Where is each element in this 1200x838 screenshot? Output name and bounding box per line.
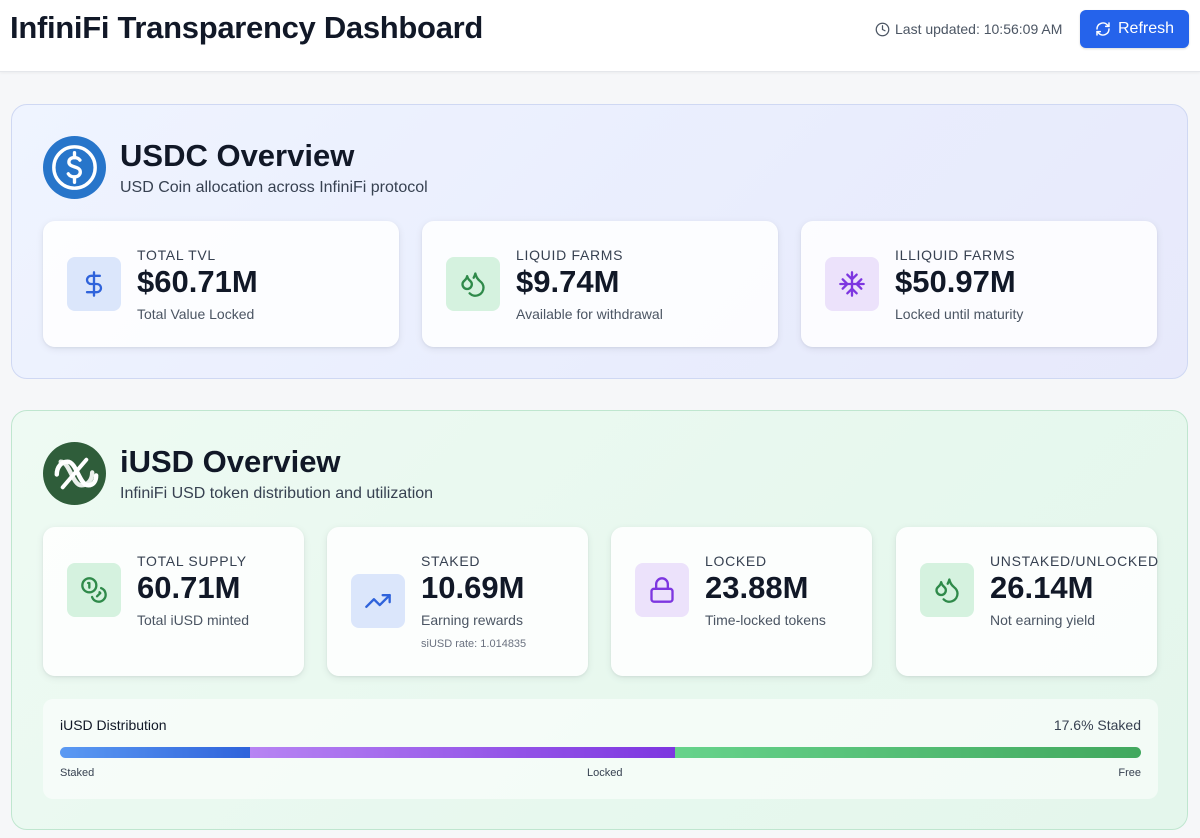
card-subtext: Locked until maturity — [895, 306, 1024, 322]
card-value: $60.71M — [137, 264, 258, 299]
dollar-icon — [67, 257, 121, 311]
iusd-title: iUSD Overview — [120, 444, 341, 479]
distribution-bar — [60, 747, 1141, 758]
last-updated: Last updated: 10:56:09 AM — [875, 20, 1062, 38]
iusd-subtitle: InfiniFi USD token distribution and util… — [120, 485, 434, 502]
iusd-logo — [43, 442, 106, 505]
card-label: LIQUID FARMS — [516, 247, 624, 263]
usdc-title: USDC Overview — [120, 138, 355, 173]
card-subtext: Total Value Locked — [137, 306, 255, 322]
card-value: 10.69M — [421, 570, 525, 605]
refresh-button[interactable]: Refresh — [1080, 10, 1189, 48]
free-segment — [675, 747, 1141, 758]
unstaked-unlocked-card: UNSTAKED/UNLOCKED 26.14M Not earning yie… — [896, 527, 1159, 676]
lock-icon — [635, 563, 689, 617]
card-value: $50.97M — [895, 264, 1016, 299]
card-label: TOTAL SUPPLY — [137, 553, 247, 569]
card-value: $9.74M — [516, 264, 620, 299]
clock-icon — [875, 22, 890, 37]
refresh-label: Refresh — [1117, 20, 1175, 37]
distribution-title: iUSD Distribution — [60, 717, 167, 733]
card-subtext: Total iUSD minted — [137, 612, 250, 628]
last-updated-text: Last updated: 10:56:09 AM — [895, 21, 1063, 37]
total-tvl-card: TOTAL TVL $60.71M Total Value Locked — [43, 221, 399, 347]
card-subtext: Available for withdrawal — [516, 306, 663, 322]
siusd-rate: siUSD rate: 1.014835 — [421, 638, 527, 650]
top-bar: InfiniFi Transparency Dashboard Last upd… — [0, 0, 1200, 72]
staked-segment — [60, 747, 251, 758]
staked-percentage: 17.6% Staked — [1053, 717, 1141, 733]
locked-segment — [250, 747, 676, 758]
snowflake-icon — [825, 257, 879, 311]
card-subtext: Not earning yield — [990, 612, 1096, 628]
card-subtext: Time-locked tokens — [705, 612, 826, 628]
iusd-overview-section: iUSD Overview InfiniFi USD token distrib… — [11, 410, 1188, 830]
page-title: InfiniFi Transparency Dashboard — [10, 10, 484, 45]
trending-up-icon — [351, 574, 405, 628]
card-label: STAKED — [421, 553, 481, 569]
usdc-logo — [43, 136, 106, 199]
droplets-icon — [920, 563, 974, 617]
locked-label: Locked — [587, 767, 623, 779]
free-label: Free — [1118, 767, 1141, 779]
usdc-overview-section: USDC Overview USD Coin allocation across… — [11, 104, 1188, 379]
liquid-farms-card: LIQUID FARMS $9.74M Available for withdr… — [422, 221, 778, 347]
card-label: LOCKED — [705, 553, 767, 569]
card-label: ILLIQUID FARMS — [895, 247, 1016, 263]
usdc-subtitle: USD Coin allocation across InfiniFi prot… — [120, 179, 428, 196]
card-label: UNSTAKED/UNLOCKED — [990, 553, 1159, 569]
card-value: 26.14M — [990, 570, 1094, 605]
staked-label: Staked — [60, 767, 95, 779]
droplets-icon — [446, 257, 500, 311]
card-value: 60.71M — [137, 570, 241, 605]
total-supply-card: TOTAL SUPPLY 60.71M Total iUSD minted — [43, 527, 304, 676]
illiquid-farms-card: ILLIQUID FARMS $50.97M Locked until matu… — [801, 221, 1157, 347]
card-subtext: Earning rewards — [421, 612, 523, 628]
coins-icon — [67, 563, 121, 617]
staked-card: STAKED 10.69M Earning rewards siUSD rate… — [327, 527, 588, 676]
refresh-icon — [1095, 21, 1111, 37]
card-label: TOTAL TVL — [137, 247, 216, 263]
card-value: 23.88M — [705, 570, 809, 605]
locked-card: LOCKED 23.88M Time-locked tokens — [611, 527, 872, 676]
iusd-distribution-panel: iUSD Distribution 17.6% Staked Staked Lo… — [43, 699, 1158, 799]
